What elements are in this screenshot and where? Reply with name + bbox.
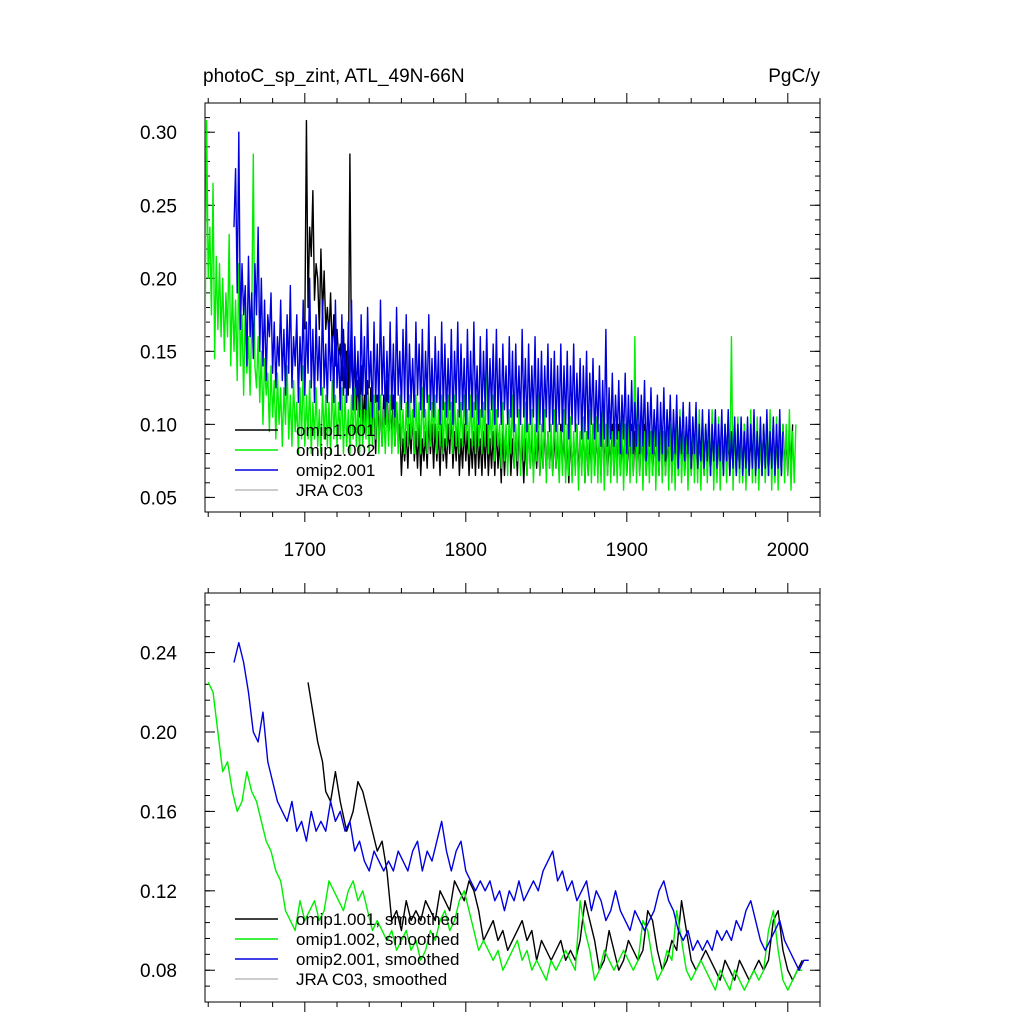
y-tick-label: 0.05 <box>140 488 177 509</box>
y-tick-label: 0.08 <box>140 961 177 982</box>
plot-frame <box>204 592 821 1003</box>
y-tick-label: 0.20 <box>140 723 177 744</box>
legend-label: JRA C03, smoothed <box>296 970 447 989</box>
y-tick-label: 0.25 <box>140 196 177 217</box>
legend-label: omip1.002, smoothed <box>296 930 460 949</box>
y-tick-label: 0.20 <box>140 269 177 290</box>
y-tick-label: 0.12 <box>140 882 177 903</box>
legend-label: omip2.001, smoothed <box>296 950 460 969</box>
series-line-omip1-002-smoothed <box>207 682 803 991</box>
x-tick-label: 1700 <box>284 540 326 561</box>
chart-title: photoC_sp_zint, ATL_49N-66N <box>203 66 465 87</box>
x-tick-label: 1900 <box>606 540 648 561</box>
legend-label: omip1.002 <box>296 441 375 460</box>
y-tick-label: 0.15 <box>140 342 177 363</box>
y-tick-label: 0.16 <box>140 802 177 823</box>
y-tick-label: 0.30 <box>140 123 177 144</box>
top-panel: 1700 1800 1900 2000 0.05 0.10 0.15 0.20 0.25 0.30… <box>140 93 821 561</box>
series-line-omip1-001-smoothed <box>307 682 803 981</box>
y-tick-label: 0.24 <box>140 644 177 665</box>
y-tick-label: 0.10 <box>140 415 177 436</box>
legend-label: omip2.001 <box>296 461 375 480</box>
x-tick-label: 1800 <box>445 540 487 561</box>
series-line-omip1-002 <box>205 119 797 491</box>
units-label: PgC/y <box>768 66 820 87</box>
legend-label: omip1.001, smoothed <box>296 910 460 929</box>
legend-label: JRA C03 <box>296 481 363 500</box>
x-tick-label: 2000 <box>767 540 809 561</box>
series-line-omip2-001-smoothed <box>233 641 809 971</box>
series-line-omip2-001 <box>233 131 784 477</box>
legend-label: omip1.001 <box>296 421 375 440</box>
